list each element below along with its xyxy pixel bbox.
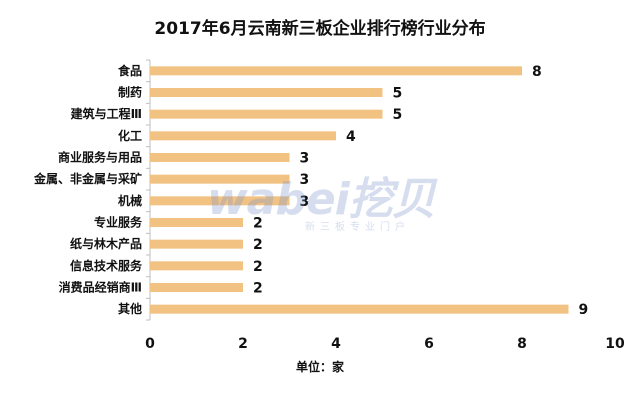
category-label: 商业服务与用品	[58, 150, 142, 165]
data-label: 2	[253, 259, 263, 275]
x-axis-label: 单位：家	[295, 360, 344, 374]
data-label: 5	[393, 86, 403, 102]
data-label: 5	[393, 107, 403, 123]
bar	[150, 174, 290, 184]
category-label: 制药	[118, 85, 142, 100]
data-label: 3	[300, 151, 310, 167]
bar	[150, 283, 243, 292]
data-label: 2	[253, 216, 263, 232]
data-label: 9	[579, 302, 589, 318]
data-label: 2	[253, 281, 263, 297]
category-label: 消费品经销商Ⅲ	[59, 280, 142, 295]
bar	[150, 218, 243, 227]
category-label: 金属、非金属与采矿	[33, 171, 142, 186]
category-label: 专业服务	[94, 215, 143, 230]
bar	[150, 304, 569, 314]
x-tick-label: 8	[517, 336, 527, 352]
bar	[150, 261, 243, 271]
category-label: 纸与林木产品	[70, 236, 142, 251]
data-label: 8	[532, 64, 542, 80]
x-tick-label: 0	[145, 336, 155, 352]
data-label: 3	[300, 194, 310, 210]
category-label: 化工	[118, 128, 142, 143]
category-label: 机械	[118, 193, 142, 208]
bar	[150, 239, 243, 249]
x-tick-label: 2	[238, 336, 248, 352]
bar	[150, 131, 336, 141]
bar	[150, 196, 290, 206]
category-label: 信息技术服务	[70, 258, 143, 273]
chart-title: 2017年6月云南新三板企业排行榜行业分布	[154, 19, 486, 39]
data-label: 3	[300, 172, 310, 188]
x-tick-label: 4	[331, 336, 341, 352]
bar	[150, 66, 522, 76]
category-label: 食品	[117, 63, 142, 78]
bar	[150, 153, 290, 162]
x-tick-label: 10	[605, 336, 625, 352]
x-tick-label: 6	[424, 336, 434, 352]
data-label: 2	[253, 237, 263, 253]
bar	[150, 109, 383, 119]
category-label: 建筑与工程Ⅲ	[70, 106, 142, 121]
category-label: 其他	[118, 301, 142, 316]
data-label: 4	[346, 129, 356, 145]
bar	[150, 88, 383, 97]
